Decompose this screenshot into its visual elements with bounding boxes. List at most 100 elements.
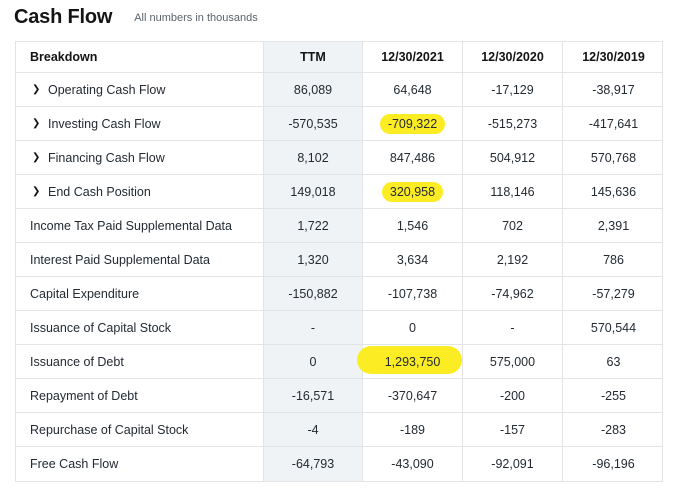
cell-value: -157	[499, 422, 526, 437]
column-header-breakdown: Breakdown	[30, 50, 98, 64]
units-note: All numbers in thousands	[134, 12, 258, 24]
row-label-free-cash-flow: Free Cash Flow	[16, 447, 263, 481]
value-cell: 320,958	[362, 175, 462, 208]
cell-value: 2,192	[496, 252, 529, 267]
cell-value: 1,722	[297, 218, 329, 233]
cell-value: -64,793	[291, 457, 335, 471]
cell-value: 64,648	[393, 82, 432, 97]
cell-value: 118,146	[490, 184, 535, 199]
value-cell: -92,091	[462, 447, 562, 481]
cell-value: -150,882	[288, 286, 338, 301]
chevron-right-icon[interactable]: ❯	[32, 118, 41, 129]
row-label-interest-paid-supplemental-data: Interest Paid Supplemental Data	[16, 243, 263, 276]
cell-value: 504,912	[489, 150, 536, 165]
table-row: Issuance of Debt 0 1,293,750 575,000 63	[16, 345, 662, 379]
value-cell: -	[462, 311, 562, 344]
value-cell: -255	[562, 379, 662, 412]
highlighted-value: 320,958	[381, 181, 444, 202]
value-cell: 3,634	[362, 243, 462, 276]
value-cell: 145,636	[562, 175, 662, 208]
row-label-text: Issuance of Debt	[30, 354, 124, 369]
column-header-12-30-2020: 12/30/2020	[462, 42, 562, 72]
value-cell: 86,089	[263, 73, 362, 106]
cell-value: -370,647	[387, 388, 438, 403]
cell-value: -16,571	[291, 388, 335, 403]
row-label-financing-cash-flow[interactable]: ❯ Financing Cash Flow	[16, 141, 263, 174]
row-label-income-tax-paid-supplemental-data: Income Tax Paid Supplemental Data	[16, 209, 263, 242]
cell-value: -283	[600, 422, 627, 437]
row-label-text: Income Tax Paid Supplemental Data	[30, 218, 232, 233]
row-label-end-cash-position[interactable]: ❯ End Cash Position	[16, 175, 263, 208]
highlighted-value: -709,322	[379, 113, 446, 134]
table-row: Repurchase of Capital Stock -4 -189 -157 -28…	[16, 413, 662, 447]
chevron-right-icon[interactable]: ❯	[32, 84, 41, 95]
cell-value: 570,544	[590, 320, 637, 335]
cell-value: -255	[600, 388, 627, 403]
value-cell: 1,722	[263, 209, 362, 242]
value-cell: 0	[362, 311, 462, 344]
value-cell: -370,647	[362, 379, 462, 412]
cell-value: -92,091	[491, 457, 534, 471]
cell-value: 2,391	[597, 218, 630, 233]
table-row[interactable]: ❯ Operating Cash Flow 86,089 64,648 -17,129 -…	[16, 73, 662, 107]
row-label-text: Repurchase of Capital Stock	[30, 422, 189, 437]
row-label-repurchase-of-capital-stock: Repurchase of Capital Stock	[16, 413, 263, 446]
column-header-ttm: TTM	[263, 42, 362, 72]
cell-value: -	[510, 320, 515, 335]
table-row[interactable]: ❯ Investing Cash Flow -570,535 -709,322 -515…	[16, 107, 662, 141]
cell-value: -515,273	[487, 116, 538, 131]
cell-value: -107,738	[387, 286, 438, 301]
value-cell: 786	[562, 243, 662, 276]
chevron-right-icon[interactable]: ❯	[32, 152, 41, 163]
cell-value: 847,486	[389, 150, 436, 165]
table-row: Free Cash Flow -64,793 -43,090 -92,091 -96,1…	[16, 447, 662, 481]
value-cell: -	[263, 311, 362, 344]
row-label-operating-cash-flow[interactable]: ❯ Operating Cash Flow	[16, 73, 263, 106]
value-cell: 1,293,750	[356, 345, 462, 378]
page-title: Cash Flow	[14, 6, 113, 28]
value-cell: -515,273	[462, 107, 562, 140]
cash-flow-table: Breakdown TTM 12/30/2021 12/30/2020 12/30/20…	[15, 41, 663, 482]
cell-value: -96,196	[592, 457, 635, 471]
value-cell: 8,102	[263, 141, 362, 174]
highlighted-value: 1,293,750	[356, 345, 462, 374]
value-cell: 1,546	[362, 209, 462, 242]
row-label-text: Repayment of Debt	[30, 388, 138, 403]
table-row: Income Tax Paid Supplemental Data 1,722 1,…	[16, 209, 662, 243]
row-label-text: Interest Paid Supplemental Data	[30, 252, 210, 267]
cell-value: -189	[399, 422, 426, 437]
value-cell: -417,641	[562, 107, 662, 140]
table-row[interactable]: ❯ End Cash Position 149,018 320,958 118,146 1…	[16, 175, 662, 209]
value-cell: 2,391	[562, 209, 662, 242]
cell-value: 1,320	[297, 252, 329, 267]
row-label-text: Operating Cash Flow	[48, 82, 166, 97]
cell-value: -38,917	[592, 82, 635, 97]
cell-value: -43,090	[391, 457, 434, 471]
cell-value: 3,634	[396, 252, 429, 267]
value-cell: 575,000	[462, 345, 562, 378]
chevron-right-icon[interactable]: ❯	[32, 186, 41, 197]
value-cell: -709,322	[362, 107, 462, 140]
cell-value: 0	[309, 354, 317, 369]
table-row: Repayment of Debt -16,571 -370,647 -200 -255	[16, 379, 662, 413]
cell-value: 149,018	[290, 184, 336, 199]
table-row[interactable]: ❯ Financing Cash Flow 8,102 847,486 504,912 5…	[16, 141, 662, 175]
value-cell: -200	[462, 379, 562, 412]
column-header-12-30-2019: 12/30/2019	[562, 42, 662, 72]
table-row: Issuance of Capital Stock - 0 - 570,544	[16, 311, 662, 345]
row-label-repayment-of-debt: Repayment of Debt	[16, 379, 263, 412]
value-cell: 570,768	[562, 141, 662, 174]
row-label-text: End Cash Position	[48, 184, 151, 199]
value-cell: -64,793	[263, 447, 362, 481]
row-label-capital-expenditure: Capital Expenditure	[16, 277, 263, 310]
value-cell: -107,738	[362, 277, 462, 310]
value-cell: 504,912	[462, 141, 562, 174]
row-label-text: Capital Expenditure	[30, 286, 140, 301]
header: Cash Flow All numbers in thousands	[14, 6, 258, 36]
value-cell: -4	[263, 413, 362, 446]
value-cell: -43,090	[362, 447, 462, 481]
value-cell: 1,320	[263, 243, 362, 276]
row-label-investing-cash-flow[interactable]: ❯ Investing Cash Flow	[16, 107, 263, 140]
cell-value: 63	[606, 354, 621, 369]
